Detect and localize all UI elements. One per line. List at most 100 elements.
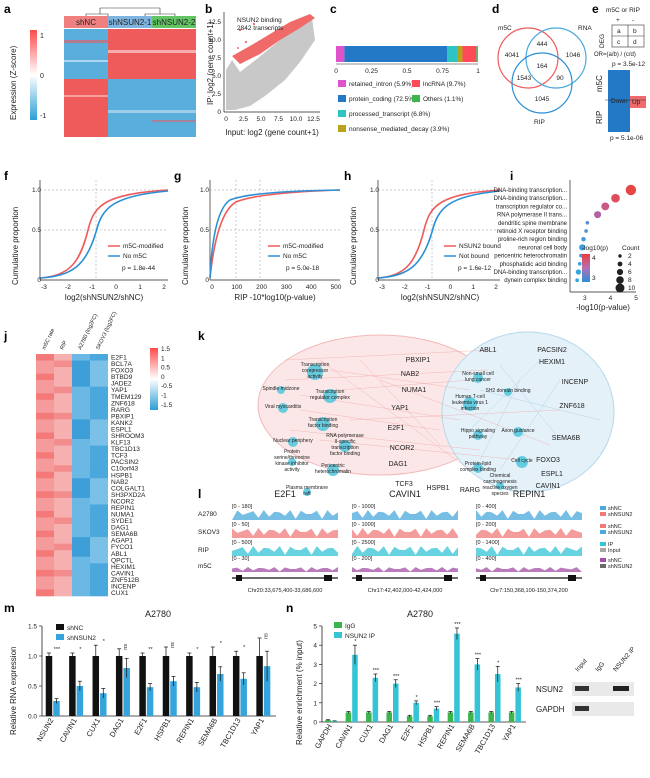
i-term-label: phosphatidic acid binding [500,262,567,268]
j-cell-m5c [36,406,54,414]
j-cell-skov3 [90,386,108,394]
k-gene-label: ESPL1 [541,471,563,478]
e-sign-plus: + [616,17,620,24]
i-size-dot [618,254,622,258]
j-cell-a2780 [72,354,90,361]
n-chart-bar-NSUN2 IP [474,664,481,722]
j-cell-skov3 [90,530,108,538]
l-legend-label: shNC [608,558,622,564]
m-chart-category: NSUN2 [35,717,56,744]
n-chart-bar-IgG [406,716,413,722]
c-legend-label: processed_transcript (6.8%) [349,111,430,118]
j-cell-a2780 [72,543,90,551]
k-go-label: Transcription regulator complex [310,389,350,401]
j-cell-a2780 [72,563,90,571]
e-p-top: p = 3.5e-12 [612,61,645,68]
k-cluster-kegg [441,331,615,493]
b-xtick: 12.5 [307,116,320,123]
i-dot [601,202,610,211]
n-chart-significance: *** [475,653,482,659]
n-chart-bar-NSUN2 IP [413,702,419,722]
f-legend-2: No m5C [123,253,147,260]
e-down-label: Down [611,98,628,105]
panel-n-letter: n [286,601,293,615]
k-go-node [323,389,337,403]
j-cell-rip [54,510,72,518]
j-gene-label: FYCO1 [111,544,133,551]
f-xtick: -1 [89,284,95,291]
g-xlabel: RIP -10*log10(p-value) [234,293,316,302]
c-legend-swatch [338,80,346,87]
j-gene-label: SHROOM3 [111,433,145,440]
group-label-1: shNC [76,18,96,27]
g-xticks: 0 100 200 300 400 500 [210,284,342,291]
m-chart-bar-shNC [256,656,263,716]
j-cell-a2780 [72,425,90,433]
k-gene-label: NAB2 [401,371,419,378]
m-chart-category: DAG1 [108,717,126,739]
h-ytick: 0 [375,277,379,284]
b-ytick: 0 [217,109,221,116]
j-cell-rip [54,478,72,486]
i-dot [575,278,579,283]
l-gene-title: REPIN1 [513,489,546,499]
j-cell-m5c [36,504,54,512]
panel-g-letter: g [174,169,181,183]
j-cell-rip [54,517,72,525]
l-exon [568,575,576,581]
panel-h-letter: h [344,169,351,183]
n-chart-bar-IgG [345,712,352,722]
j-gene-label: ESPL1 [111,426,132,433]
i-dot [579,244,586,251]
j-gene-label: HSPB1 [111,472,133,479]
n-chart-bar-NSUN2 IP [352,654,358,722]
n-chart-bar-IgG [488,712,494,722]
m-chart-significance: * [243,645,246,651]
j-cell-skov3 [90,425,108,433]
c-segment-processed_transcript [447,46,457,62]
j-cell-m5c [36,471,54,479]
j-cell-skov3 [90,517,108,525]
j-gene-label: CUX1 [111,590,129,597]
j-column-headers: m5C rate RIP A2780 (log2FC)SKOV3 (log2FC) [41,311,118,351]
cbar-a-tick-m1: -1 [40,113,46,120]
m-chart-bar-shNC [45,656,53,716]
e-up-bar [630,96,646,108]
k-go-node [278,403,288,413]
n-chart-category: TBC1D13 [473,723,497,756]
j-cell-m5c [36,399,54,407]
e-down-bar [608,70,630,132]
j-cell-m5c [36,452,54,459]
j-cell-skov3 [90,360,108,368]
m-chart: 0.00.51.01.5***NSUN2*CAVIN1*CUX1nsDAG1**… [28,624,276,750]
g-xtick: 200 [256,284,267,291]
l-legend-label: shNC [608,524,622,530]
i-dot [575,269,582,275]
j-cell-m5c [36,576,54,584]
j-gene-labels: E2F1BCL7AFOXO3BTBD9JADE2YAP1TMEM129ZNF61… [111,355,146,597]
l-track-signal [232,567,338,572]
h-xticks: -3 -2 -1 0 1 2 [379,284,498,291]
m-chart-ytick: 0.5 [28,684,37,691]
l-exon [324,575,332,581]
j-cell-a2780 [72,465,90,473]
m-chart-category: TBC1D13 [218,717,242,750]
n-chart-category: E2F1 [399,723,416,743]
l-range-label: [0 - 500] [232,540,253,546]
b-xlabel: Input: log2 (gene count+1) [225,128,319,137]
j-gene-label: QPCTL [111,557,133,564]
j-cell-skov3 [90,563,108,571]
group-label-3: shNSUN2-2 [153,18,196,27]
j-cell-skov3 [90,419,108,427]
j-gene-label: INCENP [111,583,137,590]
l-exon [356,575,362,581]
j-cell-skov3 [90,465,108,473]
j-cell-a2780 [72,537,90,544]
j-cell-skov3 [90,471,108,479]
n-chart-ytick: 0 [313,720,317,727]
n-chart-bar-NSUN2 IP [454,633,460,722]
i-term-label: dynein complex binding [504,278,567,284]
j-cell-rip [54,471,72,479]
j-cell-a2780 [72,510,90,518]
j-gene-label: KANK2 [111,420,133,427]
